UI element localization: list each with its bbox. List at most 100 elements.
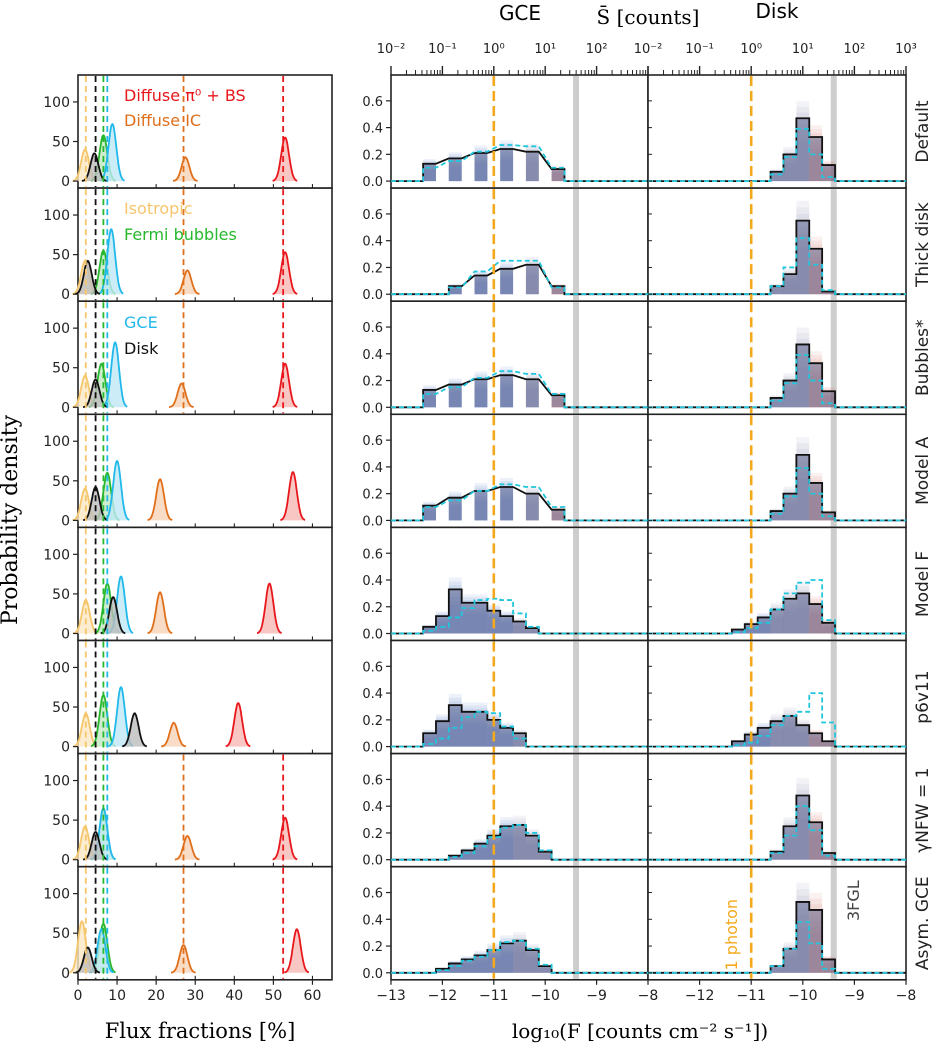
median-step-line [648, 794, 906, 861]
pdf-curve-ic [168, 382, 194, 409]
median-bar [731, 741, 745, 747]
reference-step-line [648, 921, 906, 974]
y-tick-label: 0 [61, 513, 70, 529]
median-bar [474, 843, 488, 860]
y-tick-label: 0.0 [362, 628, 383, 643]
x-tick-label-gce: −13 [376, 988, 406, 1004]
median-step-line [648, 117, 906, 182]
row-label: γNFW = 1 [913, 768, 933, 853]
median-bar [525, 835, 539, 860]
median-bar [783, 948, 797, 973]
threshold-3fgl-band [573, 754, 580, 866]
scd-row-4: 0.0 0.2 0.4 0.6 Model F [362, 526, 933, 643]
pdf-curve-pi0_bs [280, 471, 306, 521]
median-bar [796, 593, 810, 634]
y-tick-label: 50 [52, 813, 70, 829]
median-bar [796, 725, 810, 747]
scd-row-1: 0.0 0.2 0.4 0.6 Thick disk [362, 187, 933, 303]
x-tick-label-disk: −12 [685, 988, 715, 1004]
y-tick-label: 0 [61, 966, 70, 982]
threshold-3fgl-band [573, 189, 580, 301]
flux-panel-4: 0 50 100 [43, 526, 333, 643]
legend-entry-5: Disk [124, 339, 159, 358]
y-tick-label: 0.4 [362, 461, 383, 476]
row-label: p6v11 [913, 670, 933, 723]
median-bar [770, 966, 784, 973]
disk-panel-frame [647, 74, 907, 189]
disk-panel-frame [647, 187, 907, 303]
left-x-axis-label: Flux fractions [%] [105, 1019, 296, 1043]
y-tick-label: 50 [52, 926, 70, 942]
median-bar [783, 715, 797, 747]
median-bar [783, 826, 797, 860]
pdf-curve-ic [160, 721, 187, 748]
source-count-panels: 0.0 0.2 0.4 0.6 Default 0.0 0.2 0.4 0.6 Thick dis… [362, 42, 933, 1004]
reference-step-line [391, 144, 648, 182]
reference-step-line [648, 354, 906, 409]
pdf-curve-gce [99, 122, 125, 182]
median-bar [500, 943, 514, 973]
median-bar [435, 616, 449, 634]
column-title-disk: Disk [756, 0, 799, 23]
y-tick-label: 100 [43, 95, 70, 111]
x-tick-label-gce: −9 [586, 988, 607, 1004]
top-tick-label-gce: 10⁻² [377, 42, 406, 57]
legend-entry-3: Fermi bubbles [124, 225, 237, 244]
x-tick-label-disk: −9 [844, 988, 865, 1004]
reference-step-line [648, 579, 906, 635]
threshold-3fgl-band [830, 641, 837, 753]
reference-step-line [391, 939, 648, 974]
x-tick-label-disk: −8 [896, 988, 917, 1004]
median-bar [525, 950, 539, 973]
pdf-curve-pi0_bs [272, 136, 298, 182]
right-x-axis-label: log₁₀(F [counts cm⁻² s⁻¹]) [512, 1019, 768, 1043]
median-bar [525, 264, 539, 295]
median-bar [796, 901, 810, 973]
median-bar [423, 505, 436, 521]
threshold-3fgl-band [573, 867, 580, 979]
scd-row-5: 0.0 0.2 0.4 0.6 p6v11 [362, 639, 933, 756]
y-tick-label: 0.2 [362, 148, 383, 163]
median-bar [796, 344, 810, 408]
scd-row-7: 0.0 0.2 0.4 0.6 Asym. GCE [362, 865, 933, 982]
x-tick-label-gce: −8 [638, 988, 659, 1004]
median-step-line [648, 453, 906, 522]
threshold-3fgl-band [830, 302, 837, 414]
y-tick-label: 50 [52, 248, 70, 264]
disk-panel-frame [647, 300, 907, 416]
flux-panel-5: 0 50 100 [43, 639, 333, 756]
median-bar [783, 274, 797, 295]
y-tick-label: 50 [52, 587, 70, 603]
pdf-curve-pi0_bs [272, 362, 298, 408]
y-tick-label: 0.6 [362, 95, 383, 110]
median-bar [551, 395, 565, 408]
reference-step-line [648, 128, 906, 182]
x-tick-label: 30 [186, 988, 204, 1004]
y-tick-label: 0.4 [362, 913, 383, 928]
median-bar [822, 959, 836, 973]
median-bar [783, 493, 797, 521]
median-bar [513, 733, 526, 747]
median-bar [500, 149, 514, 182]
y-tick-label: 0.4 [362, 800, 383, 815]
x-tick-label-gce: −12 [428, 988, 458, 1004]
y-tick-label: 0.2 [362, 375, 383, 390]
median-bar [423, 389, 436, 408]
row-label: Default [913, 100, 933, 162]
legend-entry-2: Isotropic [124, 199, 193, 218]
median-bar [809, 604, 823, 634]
median-bar [783, 154, 797, 182]
threshold-3fgl-band [573, 76, 580, 188]
median-bar [435, 968, 449, 973]
top-tick-label-disk: 10² [844, 42, 866, 57]
y-tick-label: 0.2 [362, 827, 383, 842]
y-tick-label: 0.2 [362, 714, 383, 729]
reference-step-line [391, 824, 648, 861]
median-bar [474, 602, 488, 634]
median-bar [809, 248, 823, 295]
top-tick-label-last: 10³ [895, 42, 917, 57]
y-tick-label: 0 [61, 627, 70, 643]
median-bar [448, 589, 462, 634]
top-tick-label-gce: 10² [586, 42, 608, 57]
median-step-line [648, 343, 906, 409]
